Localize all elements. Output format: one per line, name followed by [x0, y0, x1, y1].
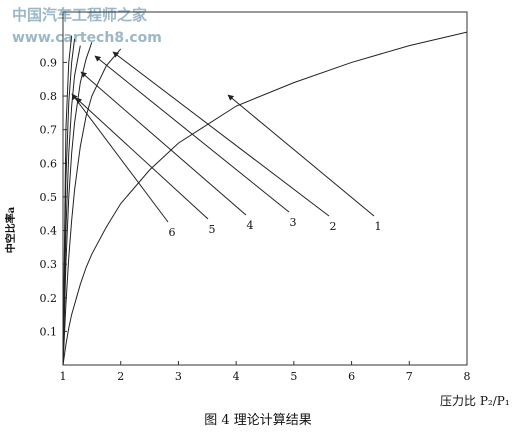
y-tick-label: 0.4: [40, 225, 58, 238]
y-axis-label: 中空比率a: [4, 206, 17, 253]
series-label: 1: [375, 220, 382, 233]
x-tick-label: 7: [406, 370, 413, 383]
series-label: 6: [169, 226, 176, 239]
y-tick-label: 0.8: [40, 90, 58, 103]
annotation-arrow: [112, 51, 330, 217]
series-line: [62, 31, 468, 366]
series-line: [62, 45, 81, 366]
x-tick-label: 8: [464, 370, 471, 383]
plot-frame: [62, 11, 468, 366]
watermark: 中国汽车工程师之家: [12, 6, 147, 24]
series-line: [62, 35, 73, 366]
watermark: www.cartech8.com: [12, 30, 162, 46]
x-tick-label: 2: [117, 370, 124, 383]
series-label: 4: [247, 219, 254, 232]
series-label: 2: [330, 220, 337, 233]
y-tick-label: 0.1: [40, 325, 58, 338]
y-tick-label: 0.6: [40, 157, 58, 170]
y-tick-label: 0.5: [40, 191, 58, 204]
x-tick-label: 4: [233, 370, 240, 383]
x-tick-label: 5: [290, 370, 297, 383]
y-tick-label: 0.3: [40, 258, 58, 271]
annotation-arrow: [94, 55, 290, 213]
annotation-arrow: [75, 97, 209, 220]
annotation-arrow: [80, 71, 247, 216]
series-label: 5: [209, 223, 216, 236]
x-tick-label: 6: [348, 370, 355, 383]
x-tick-label: 1: [60, 370, 67, 383]
annotation-arrow: [227, 94, 375, 217]
y-tick-label: 0.7: [40, 124, 58, 137]
x-axis-label: 压力比 P₂/P₁: [440, 394, 510, 408]
y-tick-label: 0.2: [40, 292, 58, 305]
y-tick-label: 0.9: [40, 56, 58, 69]
series-line: [62, 42, 93, 366]
series-line: [62, 48, 122, 366]
series-label: 3: [290, 216, 297, 229]
caption: 图 4 理论计算结果: [204, 413, 312, 428]
annotation-arrow: [71, 93, 169, 223]
x-tick-label: 3: [175, 370, 182, 383]
